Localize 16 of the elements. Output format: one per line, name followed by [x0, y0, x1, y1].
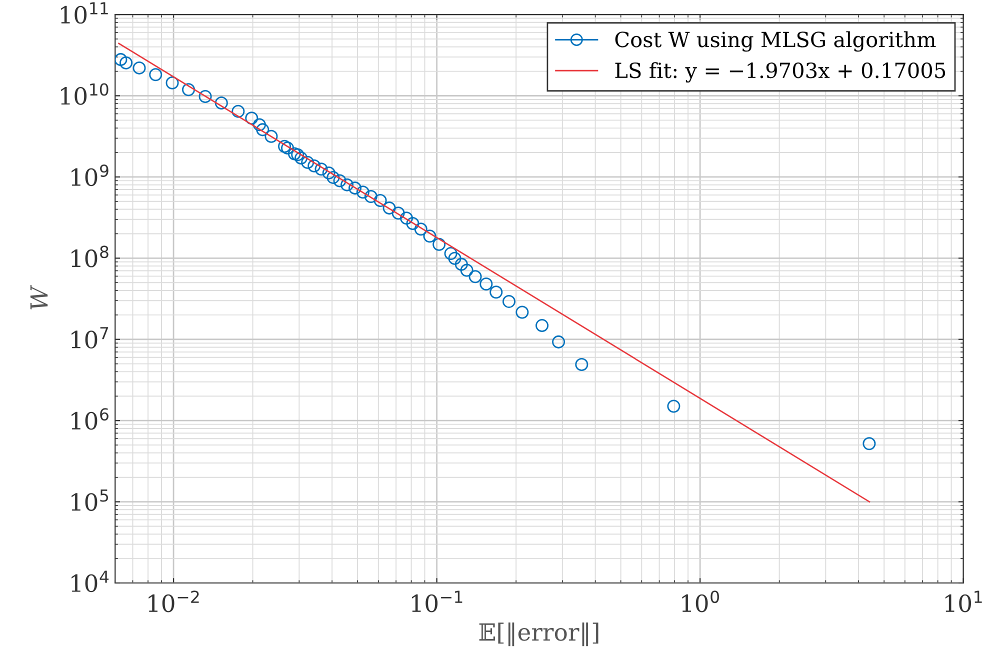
x-axis-title: 𝔼[‖error‖]	[479, 622, 598, 646]
y-axis-title: W	[30, 285, 48, 310]
y-tick-label: 10$^{11}$	[60, 2, 108, 24]
x-tick-label: 10$^{−2}$	[148, 590, 199, 612]
y-tick-label: 10$^{4}$	[72, 570, 109, 592]
x-tick-label: 10$^{−1}$	[412, 590, 462, 612]
y-tick-label: 10$^{8}$	[72, 246, 108, 268]
x-tick-label: 10$^{0}$	[682, 590, 719, 612]
y-tick-label: 10$^{5}$	[72, 490, 108, 511]
y-tick-label: 10$^{6}$	[72, 408, 108, 430]
y-tick-label: 10$^{10}$	[60, 83, 108, 105]
legend-label: LS fit: y = −1.9703x + 0.17005	[615, 62, 946, 83]
y-tick-label: 10$^{9}$	[72, 164, 108, 186]
x-tick-label: 10$^{1}$	[945, 590, 982, 612]
y-tick-label: 10$^{7}$	[72, 327, 108, 349]
legend-label: Cost W using MLSG algorithm	[615, 31, 936, 52]
